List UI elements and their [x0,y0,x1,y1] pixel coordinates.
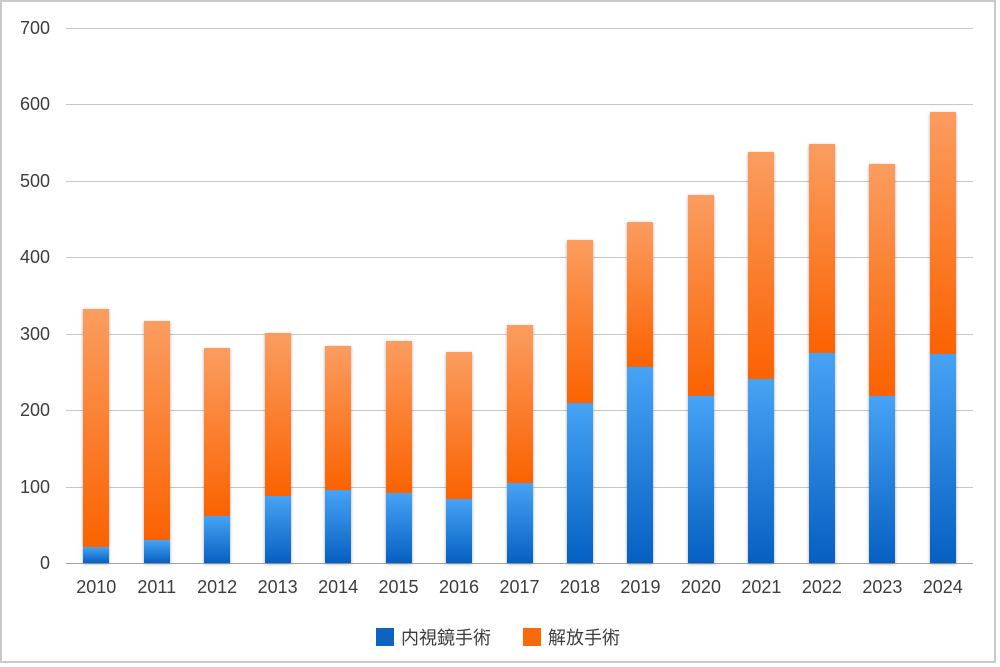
gridline-400 [66,257,973,259]
plot-area [66,28,973,563]
y-tick-label-500: 500 [19,170,50,191]
bar-segment-open-2024 [929,112,956,355]
bar-segment-endoscopic-2017 [506,482,533,563]
x-tick-label-2022: 2022 [801,577,842,597]
x-tick-label-2024: 2024 [922,577,963,597]
gridline-500 [66,180,973,182]
y-tick-label-0: 0 [39,553,50,573]
bar-segment-endoscopic-2015 [385,492,412,563]
bar-segment-endoscopic-2013 [264,495,291,563]
x-tick-label-2015: 2015 [378,577,419,597]
bar-2021 [748,151,775,563]
y-tick-label-600: 600 [19,94,50,115]
bar-2012 [204,347,231,563]
legend-swatch-open [523,628,541,646]
bar-2024 [929,112,956,563]
bar-segment-open-2010 [83,309,110,547]
bar-2018 [567,239,593,563]
y-tick-label-300: 300 [19,323,50,344]
bar-segment-endoscopic-2011 [143,540,170,563]
bar-segment-endoscopic-2020 [687,396,714,563]
x-tick-label-2023: 2023 [862,577,903,597]
bar-segment-endoscopic-2018 [567,402,593,563]
bar-segment-open-2020 [687,194,714,397]
bar-2016 [446,352,472,563]
bar-2020 [687,194,714,563]
bar-2023 [869,164,896,563]
bar-segment-open-2019 [627,222,654,368]
x-axis-line [66,563,973,564]
bar-2022 [808,144,835,563]
x-tick-label-2016: 2016 [439,577,480,597]
bar-segment-endoscopic-2012 [204,515,231,563]
bar-segment-open-2022 [808,144,835,353]
x-tick-label-2010: 2010 [76,577,117,597]
y-tick-label-700: 700 [19,18,50,38]
bar-segment-endoscopic-2024 [929,354,956,563]
x-tick-label-2021: 2021 [741,577,782,597]
x-tick-label-2019: 2019 [620,577,661,597]
legend-item-open: 解放手術 [523,624,620,650]
bar-segment-open-2021 [748,151,775,379]
x-tick-label-2018: 2018 [559,577,600,597]
bar-2017 [506,324,533,563]
bar-segment-endoscopic-2021 [748,378,775,563]
legend-swatch-endoscopic [376,628,394,646]
bar-segment-open-2015 [385,341,412,493]
bar-segment-open-2011 [143,320,170,541]
bar-2010 [83,309,110,563]
bar-segment-endoscopic-2010 [83,547,110,563]
legend-item-endoscopic: 内視鏡手術 [376,624,491,650]
x-tick-label-2011: 2011 [137,577,177,597]
bar-segment-endoscopic-2023 [869,395,896,563]
bar-2015 [385,341,412,563]
x-tick-label-2013: 2013 [257,577,298,597]
bar-segment-open-2013 [264,332,291,496]
bar-segment-open-2017 [506,324,533,483]
gridline-700 [66,28,973,29]
bar-segment-open-2016 [446,352,472,499]
bar-segment-endoscopic-2019 [627,367,654,563]
bar-2019 [627,222,654,563]
bar-2011 [143,320,170,563]
y-tick-label-100: 100 [19,476,50,497]
bar-segment-open-2014 [325,346,352,491]
bar-segment-open-2012 [204,347,231,516]
legend-label-endoscopic: 内視鏡手術 [401,628,491,648]
bar-segment-endoscopic-2016 [446,498,472,563]
x-tick-label-2014: 2014 [318,577,359,597]
bar-2014 [325,346,352,563]
bar-segment-open-2023 [869,164,896,396]
bar-segment-open-2018 [567,239,593,403]
bar-segment-endoscopic-2022 [808,352,835,563]
legend-label-open: 解放手術 [548,628,620,648]
x-tick-label-2012: 2012 [197,577,238,597]
y-tick-label-400: 400 [19,247,50,268]
bar-2013 [264,332,291,563]
x-tick-label-2020: 2020 [680,577,721,597]
x-tick-label-2017: 2017 [499,577,540,597]
bar-segment-endoscopic-2014 [325,490,352,563]
gridline-600 [66,104,973,106]
chart-legend: 内視鏡手術 解放手術 [2,624,994,650]
y-tick-label-200: 200 [19,400,50,421]
